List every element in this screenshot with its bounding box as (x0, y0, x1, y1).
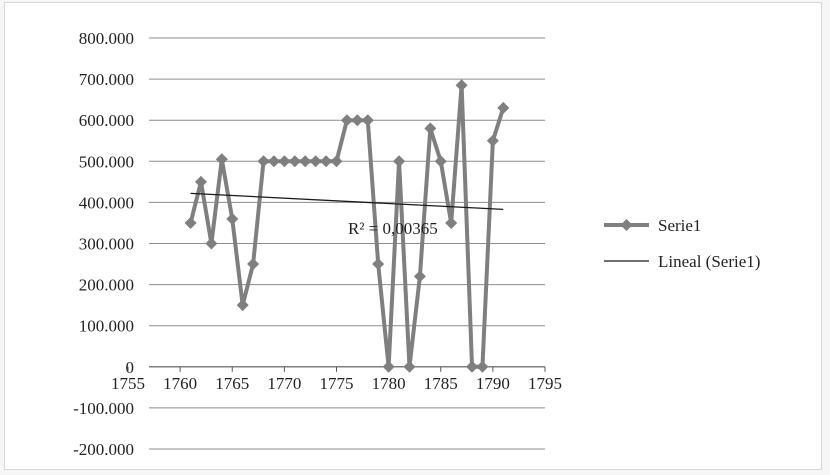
trendline-annotation: R² = 0,00365 (348, 219, 438, 238)
y-tick-label: 800.000 (79, 29, 134, 48)
trendline-line (190, 192, 504, 211)
y-tick-label: 300.000 (79, 235, 134, 254)
legend: Serie1 Lineal (Serie1) (604, 216, 760, 271)
data-point (330, 155, 343, 168)
data-point (309, 155, 322, 168)
y-tick-label: -200.000 (73, 440, 134, 459)
data-point (288, 155, 301, 168)
data-point (413, 270, 426, 283)
data-point (226, 212, 239, 225)
y-axis-tick-labels: 800.000 700.000 600.000 500.000 400.000 300.0… (73, 29, 134, 459)
y-tick-label: 400.000 (79, 193, 134, 212)
x-tick-label: 1765 (215, 374, 249, 393)
x-tick-label: 1770 (267, 374, 301, 393)
y-tick-label: 200.000 (79, 276, 134, 295)
data-point (455, 79, 468, 92)
legend-serie1-label: Serie1 (658, 216, 701, 235)
data-point (476, 360, 489, 373)
trendline (190, 192, 504, 211)
x-axis-tick-labels: 1755 1760 1765 1770 1775 1780 1785 1790 1795 (111, 374, 562, 393)
x-tick-label: 1755 (111, 374, 145, 393)
legend-serie1-marker (620, 219, 633, 231)
x-tick-label: 1785 (424, 374, 458, 393)
data-point (184, 216, 197, 229)
data-point (205, 237, 218, 250)
y-tick-label: 0 (126, 358, 135, 377)
data-point (194, 175, 207, 188)
legend-trendline-label: Lineal (Serie1) (658, 252, 760, 271)
data-point (486, 134, 499, 147)
gridlines (149, 37, 545, 450)
y-tick-label: 100.000 (79, 317, 134, 336)
data-point (382, 360, 395, 373)
data-point (299, 155, 312, 168)
series-serie1 (184, 79, 510, 373)
data-point (393, 155, 406, 168)
data-point (434, 155, 447, 168)
data-point (351, 114, 364, 127)
x-tick-label: 1790 (476, 374, 510, 393)
series-line (188, 83, 506, 369)
data-point (236, 299, 249, 312)
data-point (466, 360, 479, 373)
data-point (320, 155, 333, 168)
y-tick-label: -100.000 (73, 399, 134, 418)
data-point (267, 155, 280, 168)
x-tick-label: 1780 (372, 374, 406, 393)
data-point (247, 258, 260, 271)
y-tick-label: 700.000 (79, 70, 134, 89)
chart-frame (4, 2, 822, 470)
data-point (361, 114, 374, 127)
data-point (424, 122, 437, 135)
data-point (445, 216, 458, 229)
x-tick-label: 1760 (163, 374, 197, 393)
data-point (257, 155, 270, 168)
y-tick-label: 500.000 (79, 152, 134, 171)
data-point (278, 155, 291, 168)
x-tick-label: 1795 (528, 374, 562, 393)
y-tick-label: 600.000 (79, 111, 134, 130)
data-point (372, 258, 385, 271)
data-point (215, 153, 228, 166)
x-tick-label: 1775 (320, 374, 354, 393)
data-point (340, 114, 353, 127)
data-point (497, 101, 510, 114)
data-point (403, 360, 416, 373)
